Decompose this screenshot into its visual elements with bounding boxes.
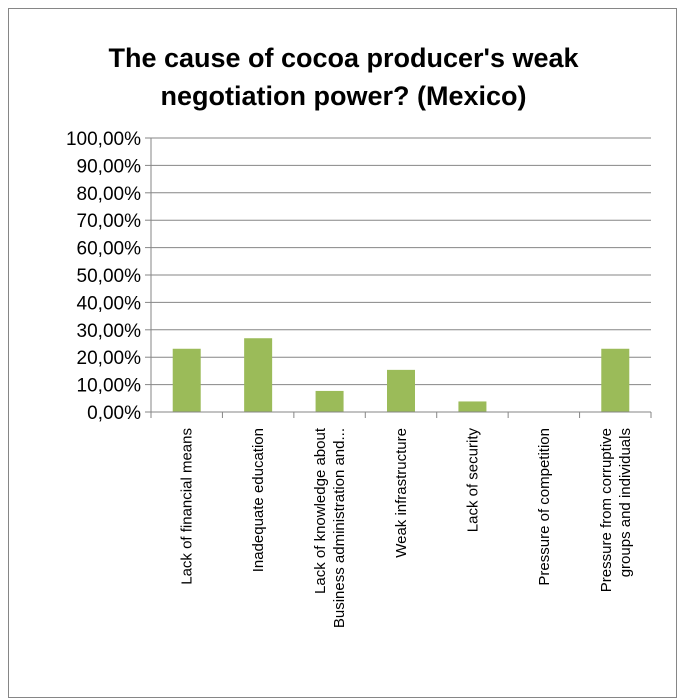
bar-2	[244, 338, 273, 412]
x-category-label: Inadequate education	[250, 428, 267, 572]
x-category-label: Weak infrastructure	[393, 428, 410, 558]
y-tick-label: 60,00%	[77, 239, 142, 260]
x-category-label: Lack of security	[464, 428, 481, 533]
y-tick-label: 70,00%	[77, 211, 142, 232]
x-category-label: Pressure of competition	[536, 428, 553, 586]
bar-3	[315, 390, 344, 412]
chart-title-line-2: negotiation power? (Mexico)	[160, 81, 527, 111]
bar-chart: 0,00% 10,00% 20,00% 30,00% 40,00% 50,00% 60,00…	[66, 129, 652, 628]
y-tick-label: 80,00%	[77, 184, 142, 205]
y-tick-label: 90,00%	[77, 156, 142, 177]
x-category-label: groups and individuals	[617, 428, 634, 577]
chart-frame: The cause of cocoa producer's weak negot…	[8, 8, 677, 698]
bar-7	[601, 348, 630, 412]
x-category-label: Lack of knowledge about	[312, 427, 329, 594]
bar-4	[387, 369, 415, 412]
bar-1	[172, 348, 201, 412]
y-tick-label: 100,00%	[66, 129, 141, 150]
chart-title-line-1: The cause of cocoa producer's weak	[108, 43, 579, 73]
bar-5	[458, 401, 487, 412]
y-tick-label: 20,00%	[77, 348, 142, 369]
y-tick-label: 30,00%	[77, 321, 142, 342]
y-tick-label: 50,00%	[77, 266, 142, 287]
chart-title: The cause of cocoa producer's weak negot…	[9, 39, 678, 115]
x-category-label: Pressure from corruptive	[598, 428, 615, 592]
y-tick-label: 40,00%	[77, 293, 142, 314]
x-category-label: Business administration and...	[331, 428, 348, 628]
x-category-label: Lack of financial means	[179, 428, 196, 585]
y-tick-label: 10,00%	[77, 376, 142, 397]
y-tick-label: 0,00%	[87, 403, 141, 424]
